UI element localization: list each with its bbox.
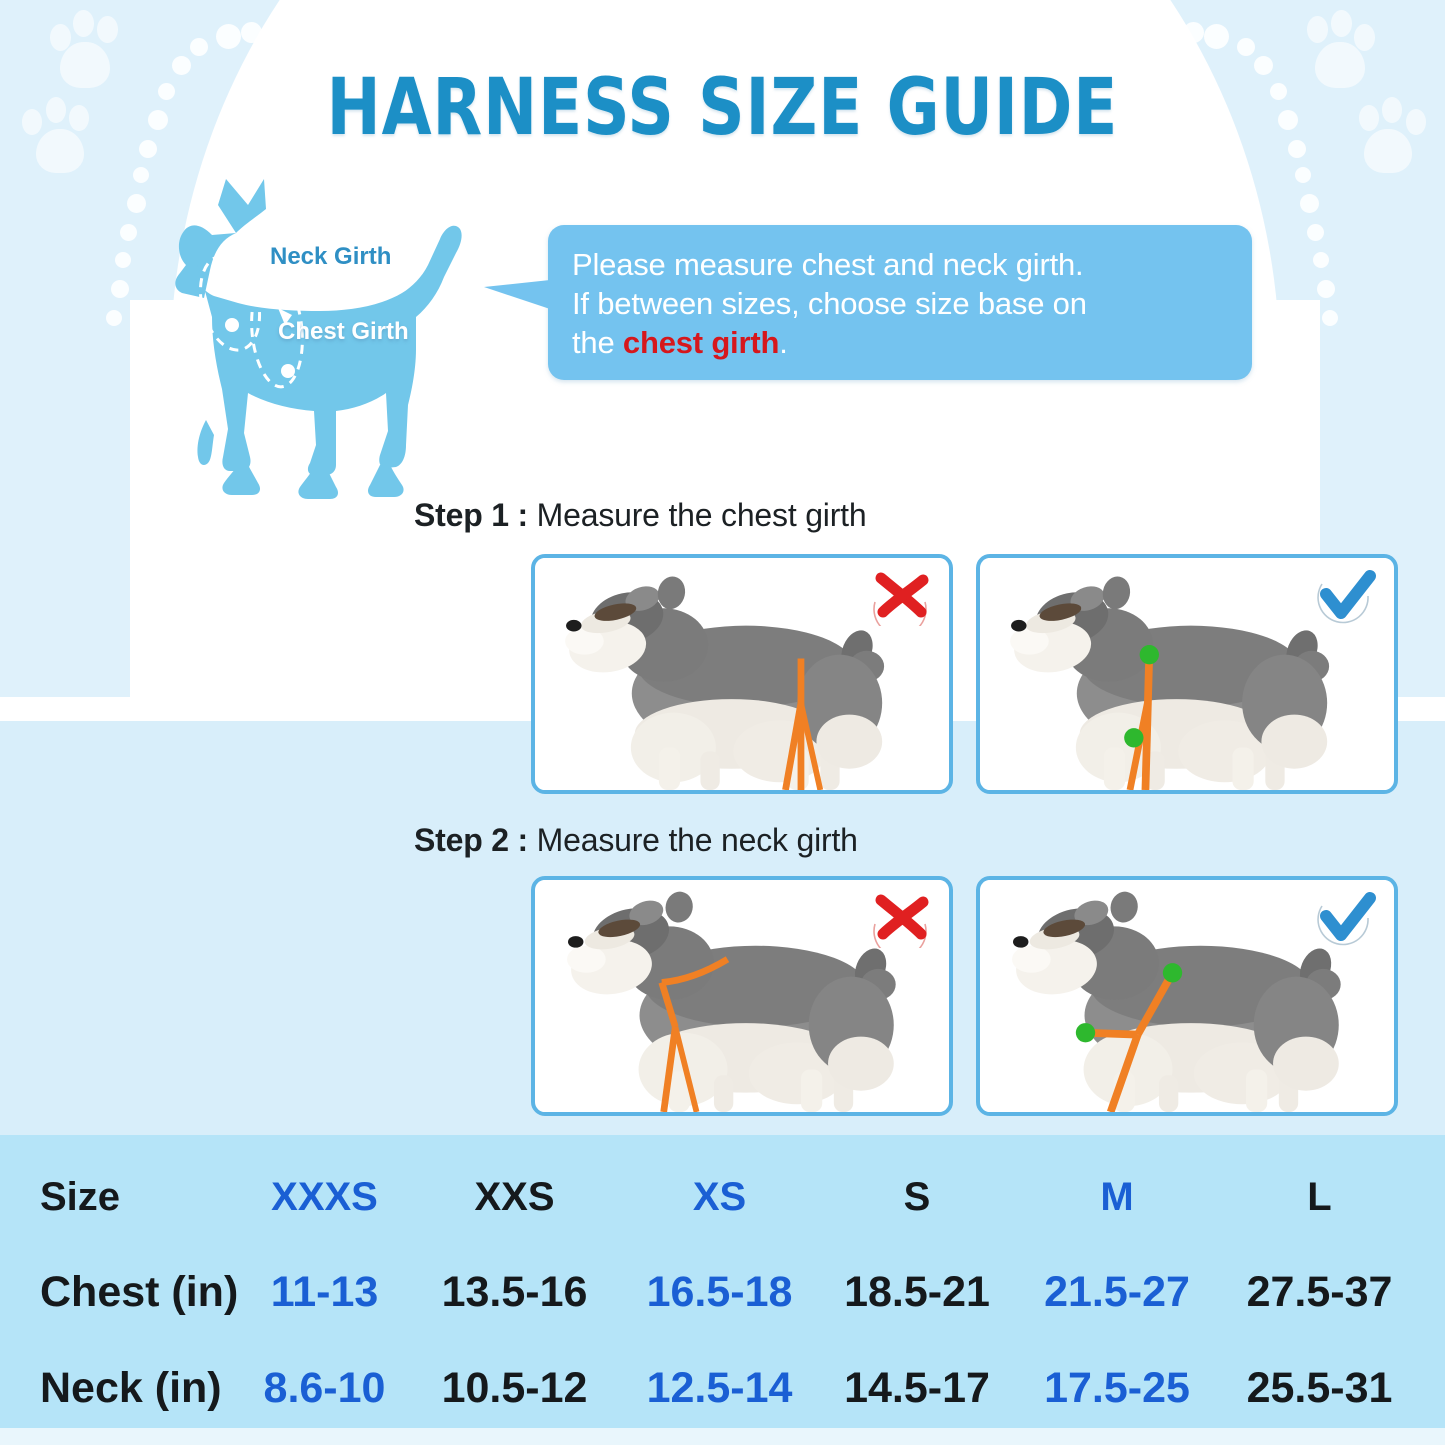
instruction-line1: Please measure chest and neck girth. [572,247,1084,282]
red-x-icon [873,894,929,948]
dot-trail-dot [133,167,149,183]
dog-photo-chest-girth-correct [983,558,1391,790]
chest-value-xxxs: 11-13 [270,1267,379,1316]
neck-value-l: 25.5-31 [1246,1363,1393,1412]
instruction-text: Please measure chest and neck girth. If … [572,245,1242,362]
dot-trail-dot [127,194,146,213]
paw-print-icon [1348,95,1430,175]
bubble-tail [484,280,550,309]
dot-trail-dot [1317,280,1335,298]
header-size-m: M [1100,1174,1134,1219]
dot-trail-dot [148,110,168,130]
dot-trail-dot [172,56,191,75]
chest-value-xs: 16.5-18 [646,1267,793,1316]
chest-girth-label: Chest Girth [278,318,409,345]
step-2-prefix: Step 2 : [414,822,537,858]
step-1-label: Step 1 : Measure the chest girth [414,497,867,534]
dot-trail-dot [1295,167,1311,183]
measure-point-marker [1124,728,1144,748]
measure-point-marker [1139,645,1159,665]
row-label-neck: Neck (in) [40,1363,222,1412]
dot-trail-dot [115,252,131,268]
dot-trail-dot [1270,83,1287,100]
dog-photo-tape-on-chest-wrong [538,880,946,1112]
instruction-line2: If between sizes, choose size base on [572,286,1087,321]
dot-trail-dot [1204,24,1229,49]
chest-value-xxs: 13.5-16 [441,1267,588,1316]
dot-trail-dot [1278,110,1298,130]
red-x-icon [873,572,929,626]
step-1-text: Measure the chest girth [536,497,867,533]
instruction-highlight: chest girth [622,325,780,360]
header-size-s: S [903,1174,931,1219]
measure-point-marker [1075,1023,1096,1043]
header-size-l: L [1307,1174,1332,1219]
neck-girth-label: Neck Girth [270,243,392,270]
neck-value-xxxs: 8.6-10 [263,1363,386,1412]
neck-value-m: 17.5-25 [1044,1363,1190,1412]
dot-trail-dot [190,38,208,56]
paw-print-icon [300,118,366,182]
step-2-wrong-photo-panel [531,876,953,1116]
step-1-correct-photo-panel [976,554,1398,794]
step-2-label: Step 2 : Measure the neck girth [414,822,858,859]
dog-measurement-diagram: Neck Girth Chest Girth [140,165,540,510]
table-row: Neck (in) 8.6-10 10.5-12 12.5-14 14.5-17… [0,1347,1445,1429]
blue-check-icon [1317,892,1376,946]
dot-trail-dot [139,140,157,158]
background-band-bottom [0,1428,1445,1445]
header-size-xxs: XXS [474,1174,555,1219]
dot-trail-dot [111,280,129,298]
dot-trail-dot [265,29,282,46]
instruction-line3-prefix: the [572,325,623,360]
table-row: Chest (in) 11-13 13.5-16 16.5-18 18.5-21… [0,1251,1445,1333]
neck-value-xs: 12.5-14 [646,1363,793,1412]
dot-trail-dot [1322,310,1338,326]
instruction-bubble: Please measure chest and neck girth. If … [484,225,1252,380]
measure-point-marker [1162,963,1183,983]
step-2-correct-photo-panel [976,876,1398,1116]
step-1-wrong-photo-panel [531,554,953,794]
table-row: Size XXXS XXS XS S M L [0,1156,1445,1238]
chest-value-l: 27.5-37 [1246,1267,1393,1316]
dog-silhouette-icon [175,179,462,499]
chest-value-m: 21.5-27 [1044,1267,1190,1316]
dog-photo-neck-girth-correct [983,880,1391,1112]
dot-trail-dot [241,22,262,43]
header-size-xs: XS [692,1174,747,1219]
dog-photo-tape-too-far-back [538,558,946,790]
dot-trail-dot [1300,194,1319,213]
step-2-text: Measure the neck girth [536,822,858,858]
step-1-prefix: Step 1 : [414,497,537,533]
neck-value-s: 14.5-17 [844,1363,990,1412]
instruction-line3-suffix: . [779,325,788,360]
row-label-size: Size [40,1174,121,1219]
paw-print-icon [18,95,100,175]
dot-trail-dot [158,83,175,100]
blue-check-icon [1317,570,1376,624]
dot-trail-dot [106,310,122,326]
row-label-chest: Chest (in) [40,1267,239,1316]
neck-value-xxs: 10.5-12 [441,1363,588,1412]
paw-print-icon [44,8,130,90]
header-size-xxxs: XXXS [271,1174,378,1219]
dot-trail-dot [1313,252,1329,268]
dot-trail-dot [1307,224,1324,241]
dot-trail-dot [1163,29,1180,46]
paw-print-icon [1295,8,1381,90]
dot-trail-dot [216,24,241,49]
dot-trail-dot [1288,140,1306,158]
dot-trail-dot [1237,38,1255,56]
dot-trail-dot [1254,56,1273,75]
dot-trail-dot [120,224,137,241]
background-band-table [0,1135,1445,1428]
paw-print-icon [1088,118,1154,182]
size-table: Size XXXS XXS XS S M L Chest (in) 11-13 … [0,1135,1445,1428]
page-title: HARNESS SIZE GUIDE [326,63,1119,153]
chest-value-s: 18.5-21 [844,1267,990,1316]
dot-trail-dot [1183,22,1204,43]
